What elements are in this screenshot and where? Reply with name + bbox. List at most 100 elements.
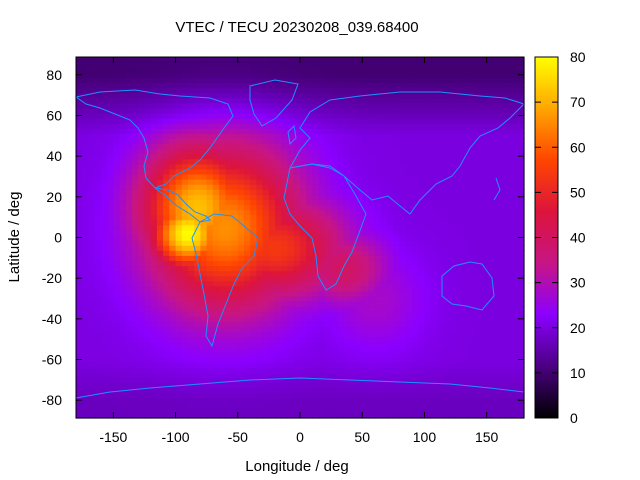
heatmap-cell [343,356,351,363]
heatmap-cell [331,316,338,322]
heatmap-cell [206,214,214,221]
heatmap-cell [468,72,475,78]
heatmap-cell [287,57,295,63]
heatmap-cell [349,372,357,378]
heatmap-cell [275,412,282,419]
heatmap-cell [499,275,506,282]
heatmap-cell [281,82,289,89]
heatmap-cell [169,148,177,155]
heatmap-cell [194,62,202,68]
heatmap-cell [492,412,500,419]
heatmap-cell [356,341,363,348]
heatmap-cell [374,173,382,180]
heatmap-cell [281,402,289,409]
heatmap-cell [443,306,450,312]
heatmap-cell [293,173,301,180]
heatmap-cell [306,92,314,99]
heatmap-cell [281,57,289,63]
heatmap-cell [225,87,233,94]
heatmap-cell [474,209,482,216]
heatmap-cell [250,255,258,261]
heatmap-cell [262,158,270,165]
heatmap-cell [175,387,183,394]
heatmap-cell [163,387,170,394]
heatmap-cell [169,346,177,353]
heatmap-cell [256,346,264,353]
heatmap-cell [449,148,457,155]
heatmap-cell [306,397,314,404]
heatmap-cell [268,158,276,165]
heatmap-cell [380,367,388,373]
heatmap-cell [175,407,183,414]
heatmap-cell [225,275,233,282]
heatmap-cell [82,270,90,277]
heatmap-cell [88,387,96,394]
heatmap-cell [312,219,320,226]
heatmap-cell [219,153,226,160]
heatmap-cell [449,87,457,94]
heatmap-cell [449,316,457,322]
heatmap-cell [132,224,139,231]
heatmap-cell [231,301,239,307]
heatmap-cell [175,285,183,292]
heatmap-cell [436,189,444,195]
heatmap-cell [194,107,202,114]
heatmap-cell [343,102,351,109]
heatmap-cell [449,82,457,89]
heatmap-cell [405,67,413,73]
heatmap-cell [206,270,214,277]
heatmap-cell [206,387,214,394]
heatmap-cell [362,295,370,302]
heatmap-cell [499,143,506,150]
heatmap-cell [480,143,488,150]
heatmap-cell [468,123,475,129]
heatmap-cell [331,412,338,419]
heatmap-cell [362,179,370,185]
heatmap-cell [405,153,413,160]
heatmap-cell [356,326,363,333]
heatmap-cell [200,163,208,170]
heatmap-cell [393,372,401,378]
heatmap-cell [499,372,506,378]
heatmap-cell [324,224,332,231]
heatmap-cell [144,118,152,124]
heatmap-cell [250,87,258,94]
heatmap-cell [374,153,382,160]
heatmap-cell [380,377,388,383]
heatmap-cell [499,219,506,226]
heatmap-cell [212,194,220,200]
heatmap-cell [486,62,494,68]
heatmap-cell [505,275,513,282]
heatmap-cell [113,351,121,358]
heatmap-cell [287,77,295,84]
heatmap-cell [94,199,102,206]
heatmap-cell [312,285,320,292]
heatmap-cell [225,138,233,145]
heatmap-cell [418,133,426,139]
heatmap-cell [287,316,295,322]
heatmap-cell [256,72,264,78]
heatmap-cell [281,133,289,139]
heatmap-cell [163,346,170,353]
heatmap-cell [76,407,83,414]
heatmap-cell [405,295,413,302]
heatmap-cell [511,397,519,404]
heatmap-cell [293,285,301,292]
heatmap-cell [492,224,500,231]
heatmap-cell [169,290,177,297]
heatmap-cell [82,179,90,185]
heatmap-cell [132,255,139,261]
heatmap-cell [387,397,394,404]
heatmap-cell [511,311,519,317]
heatmap-cell [175,128,183,134]
heatmap-cell [144,102,152,109]
heatmap-cell [480,77,488,84]
heatmap-cell [169,209,177,216]
heatmap-cell [163,402,170,409]
heatmap-cell [499,341,506,348]
heatmap-cell [188,214,195,221]
heatmap-cell [312,57,320,63]
heatmap-cell [443,148,450,155]
heatmap-cell [287,367,295,373]
heatmap-cell [418,184,426,190]
